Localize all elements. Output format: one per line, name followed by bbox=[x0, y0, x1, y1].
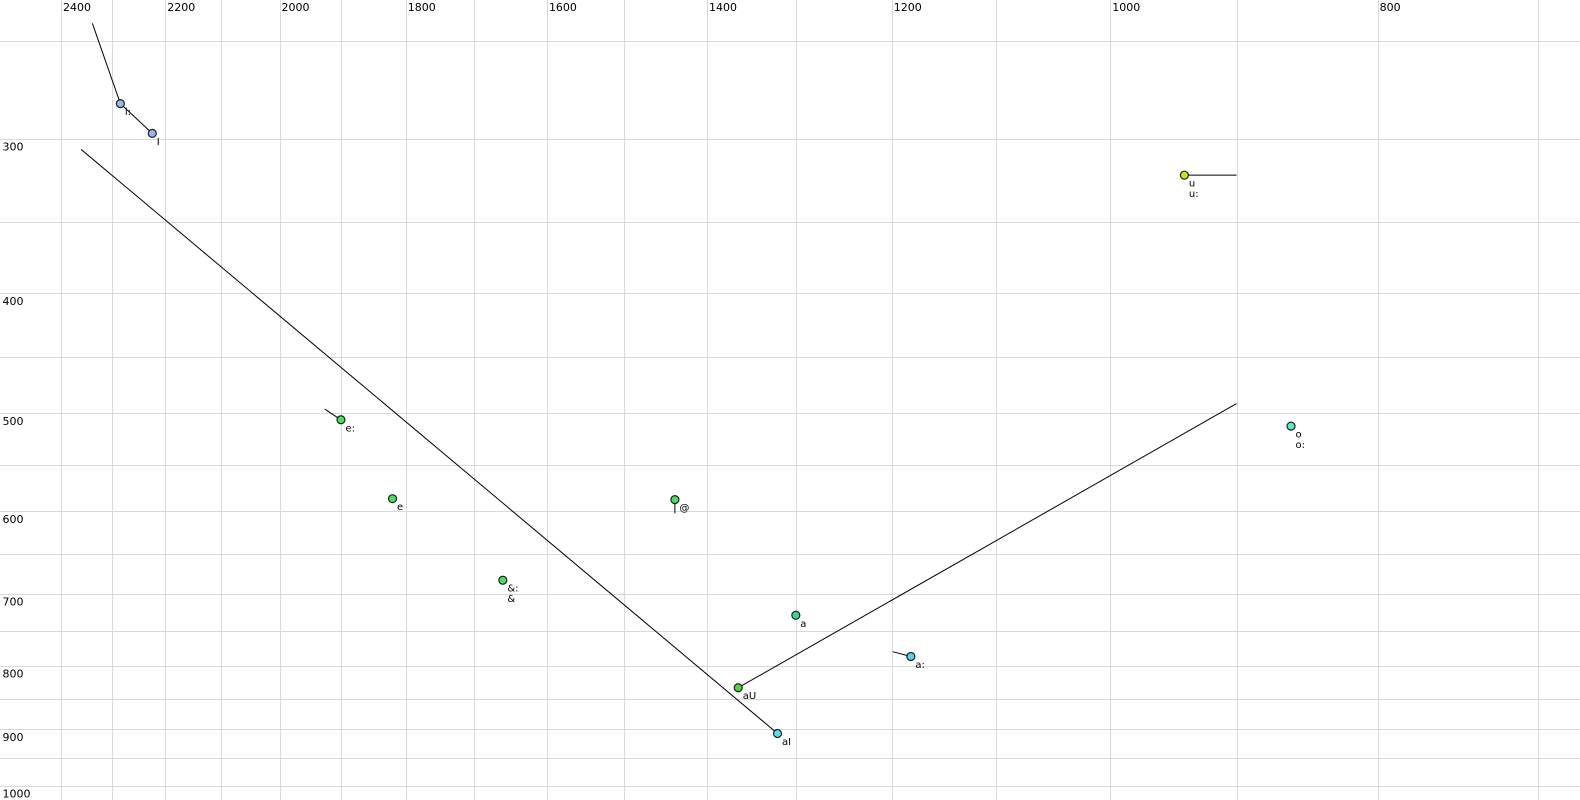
trajectory-line-i-long-offglide bbox=[91, 23, 121, 104]
data-point-I bbox=[147, 128, 157, 138]
point-label-aU: aU bbox=[743, 691, 756, 702]
data-point-a bbox=[791, 610, 801, 620]
trajectory-line-aI-glide bbox=[80, 149, 778, 734]
point-label-o:: o: bbox=[1296, 440, 1306, 451]
point-label-e:: e: bbox=[345, 423, 355, 434]
y-tick-label: 900 bbox=[3, 731, 24, 744]
x-tick-label: 2400 bbox=[63, 1, 91, 14]
x-tick-label: 1400 bbox=[709, 1, 737, 14]
x-tick-label: 1800 bbox=[408, 1, 436, 14]
y-tick-label: 700 bbox=[3, 596, 24, 609]
point-label-aI: aI bbox=[782, 737, 791, 748]
data-point-e bbox=[387, 494, 398, 504]
point-label-u: u bbox=[1189, 179, 1195, 190]
point-label-@: @ bbox=[679, 503, 689, 514]
point-label-I: I bbox=[157, 137, 160, 148]
point-label-a:: a: bbox=[915, 660, 925, 671]
data-point-a: bbox=[906, 651, 916, 662]
point-label-e: e bbox=[397, 502, 403, 513]
y-tick-label: 500 bbox=[3, 415, 24, 428]
point-label-a: a bbox=[800, 619, 806, 630]
x-tick-label: 1000 bbox=[1112, 1, 1140, 14]
data-point-u bbox=[1179, 170, 1190, 180]
data-point-i: bbox=[115, 99, 125, 109]
point-label-i:: i: bbox=[125, 107, 131, 118]
data-point-aU bbox=[733, 683, 743, 693]
point-label-u:: u: bbox=[1189, 189, 1199, 200]
trajectory-line-aU-glide bbox=[737, 403, 1237, 689]
data-point-aI bbox=[772, 728, 783, 739]
y-tick-label: 400 bbox=[3, 295, 24, 308]
x-tick-label: 1200 bbox=[894, 1, 922, 14]
x-tick-label: 2000 bbox=[282, 1, 310, 14]
point-label-&:: &: bbox=[507, 584, 518, 595]
trajectory-line-i-long-to-I bbox=[120, 103, 153, 134]
y-tick-label: 600 bbox=[3, 513, 24, 526]
data-point-&: bbox=[498, 575, 508, 585]
data-point-@ bbox=[670, 494, 680, 505]
point-label-&: & bbox=[507, 594, 515, 605]
x-tick-label: 2200 bbox=[167, 1, 195, 14]
x-tick-label: 800 bbox=[1380, 1, 1401, 14]
x-tick-label: 1600 bbox=[549, 1, 577, 14]
y-tick-label: 300 bbox=[3, 140, 24, 153]
y-tick-label: 1000 bbox=[3, 787, 31, 800]
data-point-e: bbox=[336, 415, 346, 425]
point-label-o: o bbox=[1296, 430, 1302, 441]
y-tick-label: 800 bbox=[3, 667, 24, 680]
data-point-o bbox=[1286, 421, 1296, 431]
